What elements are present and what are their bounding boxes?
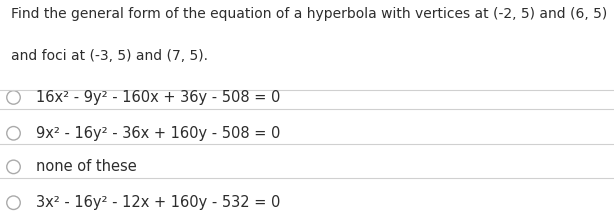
Text: 9x² - 16y² - 36x + 160y - 508 = 0: 9x² - 16y² - 36x + 160y - 508 = 0 [36, 126, 280, 141]
Text: and foci at (-3, 5) and (7, 5).: and foci at (-3, 5) and (7, 5). [11, 49, 208, 63]
Text: 3x² - 16y² - 12x + 160y - 532 = 0: 3x² - 16y² - 12x + 160y - 532 = 0 [36, 195, 280, 210]
Text: none of these: none of these [36, 159, 136, 174]
Text: Find the general form of the equation of a hyperbola with vertices at (-2, 5) an: Find the general form of the equation of… [11, 7, 607, 21]
Text: 16x² - 9y² - 160x + 36y - 508 = 0: 16x² - 9y² - 160x + 36y - 508 = 0 [36, 90, 280, 105]
